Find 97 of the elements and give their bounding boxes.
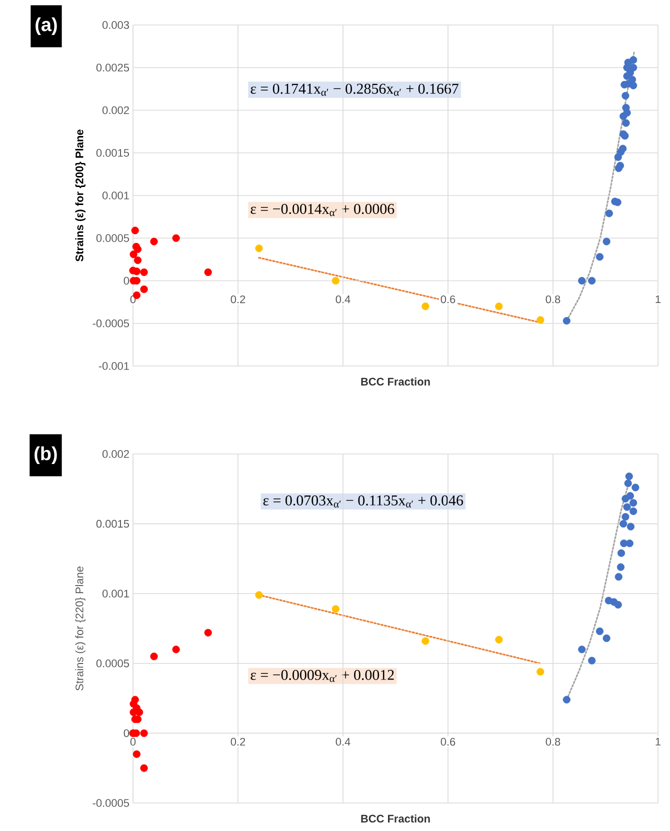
annotation: ε = −0.0014x$_{α′}$ + 0.0006	[250, 204, 394, 216]
point	[630, 56, 638, 64]
point	[204, 628, 212, 636]
y-tick-label: 0.0015	[96, 520, 130, 528]
point	[605, 210, 613, 218]
x-tick-label: 1	[656, 738, 661, 746]
point	[150, 652, 158, 660]
point	[204, 268, 212, 276]
y-tick-label: -0.0005	[92, 799, 130, 807]
x-tick-label: 0	[130, 738, 136, 746]
x-axis-title: BCC Fraction	[361, 378, 430, 386]
point	[332, 276, 340, 285]
point	[130, 250, 138, 258]
point	[619, 144, 627, 152]
point	[626, 522, 635, 530]
point	[578, 646, 586, 654]
y-tick-label: 0	[124, 729, 130, 738]
point	[602, 634, 610, 642]
y-axis-title: Strains (ε) for {200} Plane	[75, 130, 86, 262]
annotation: ε = −0.0009x$_{α′}$ + 0.0012	[250, 670, 394, 682]
point	[332, 605, 340, 613]
y-axis-title: Strains (ε) for {220} Plane	[75, 566, 86, 690]
point	[614, 573, 622, 581]
x-tick-label: 1	[656, 295, 661, 303]
y-tick-label: 0.001	[102, 192, 129, 200]
point	[625, 472, 633, 480]
point	[562, 317, 570, 325]
point	[422, 637, 430, 645]
point	[134, 256, 142, 264]
point	[630, 499, 638, 507]
chart-title: (a)	[36, 17, 57, 36]
y-tick-label: 0.0005	[96, 660, 130, 668]
point	[630, 64, 638, 72]
point	[622, 104, 630, 112]
point	[150, 238, 158, 246]
point	[626, 492, 634, 500]
point	[140, 268, 148, 276]
point	[172, 234, 180, 242]
point	[602, 238, 610, 246]
y-tick-label: 0.0025	[96, 64, 130, 72]
point	[616, 563, 625, 571]
point	[632, 484, 640, 492]
point	[495, 302, 503, 310]
point	[630, 82, 638, 90]
point	[140, 285, 148, 294]
y-tick-label: 0.0005	[96, 234, 130, 242]
point	[536, 668, 544, 676]
x-tick-label: 0.2	[230, 295, 246, 304]
annotation: ε = 0.0703x$_{α′}$ − 0.1135x$_{α′}$ + 0.046	[263, 495, 464, 508]
point	[628, 76, 636, 84]
x-tick-label: 0.6	[440, 295, 456, 304]
y-tick-label: -0.0005	[92, 320, 130, 328]
x-tick-label: 0.8	[546, 738, 560, 746]
point	[616, 162, 624, 170]
point	[172, 646, 180, 654]
point	[140, 764, 148, 772]
x-axis-title: BCC Fraction	[361, 814, 430, 823]
point	[562, 696, 570, 704]
point	[596, 253, 604, 261]
point	[622, 513, 630, 521]
point	[578, 276, 586, 285]
x-tick-label: 0.8	[546, 295, 560, 304]
y-tick-label: 0.002	[102, 106, 129, 114]
y-tick-label: 0.001	[102, 590, 129, 598]
point	[622, 119, 630, 127]
point	[620, 520, 628, 528]
point	[596, 627, 604, 636]
annotation: ε = 0.1741x$_{α′}$ − 0.2856x$_{α′}$ + 0.1667	[250, 84, 458, 96]
point	[630, 507, 638, 516]
x-tick-label: 0.6	[440, 738, 456, 746]
x-tick-label: 0.4	[336, 295, 350, 304]
point	[140, 729, 148, 737]
chart-title: (b)	[34, 446, 57, 464]
point	[136, 708, 144, 716]
point	[623, 503, 631, 511]
y-tick-label: 0	[124, 276, 130, 285]
y-tick-label: -0.001	[98, 362, 129, 370]
point	[422, 302, 430, 310]
point	[134, 245, 142, 253]
point	[588, 276, 596, 285]
point	[624, 480, 632, 488]
point	[622, 92, 630, 100]
point	[614, 600, 622, 609]
point	[255, 591, 263, 599]
y-tick-label: 0.002	[102, 450, 129, 458]
point	[536, 316, 544, 324]
point	[626, 540, 634, 548]
point	[131, 226, 139, 234]
x-tick-label: 0.2	[230, 738, 246, 746]
x-tick-label: 0.4	[336, 738, 350, 746]
point	[255, 244, 263, 252]
point	[588, 656, 596, 664]
point	[495, 636, 503, 644]
point	[132, 750, 140, 758]
y-tick-label: 0.0015	[96, 149, 130, 157]
point	[617, 549, 626, 557]
y-tick-label: 0.003	[102, 21, 129, 29]
